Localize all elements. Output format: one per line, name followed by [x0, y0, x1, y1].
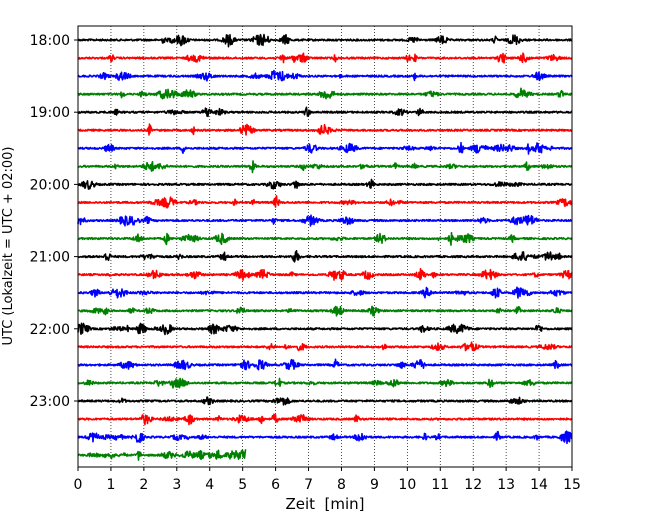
x-tick-label-15: 15: [563, 477, 581, 493]
plot-frame: [77, 25, 573, 468]
trace-21:30: [77, 286, 573, 299]
x-axis-label: Zeit [min]: [285, 495, 364, 513]
trace-22:45: [77, 377, 573, 389]
trace-20:15: [77, 195, 573, 209]
y-tick-label-23:00: 23:00: [30, 394, 70, 410]
x-tick-label-9: 9: [370, 477, 379, 493]
trace-23:45: [77, 449, 247, 461]
trace-20:30: [77, 214, 573, 227]
x-tick-label-10: 10: [398, 477, 416, 493]
y-tick-label-21:00: 21:00: [30, 250, 70, 266]
x-tick-label-2: 2: [139, 477, 148, 493]
x-tick-label-14: 14: [530, 477, 548, 493]
trace-19:45: [77, 160, 573, 174]
y-axis-ticks: 18:00 19:00 20:00 21:00 22:00 23:00: [30, 33, 78, 410]
x-tick-label-8: 8: [337, 477, 346, 493]
x-tick-label-1: 1: [106, 477, 115, 493]
trace-18:45: [77, 87, 573, 100]
trace-20:00: [77, 178, 573, 190]
plot-area-background: [78, 26, 572, 467]
x-tick-label-4: 4: [205, 477, 214, 493]
x-tick-label-12: 12: [464, 477, 482, 493]
trace-18:30: [77, 69, 573, 82]
y-tick-label-19:00: 19:00: [30, 105, 70, 121]
x-tick-label-13: 13: [497, 477, 515, 493]
x-axis-ticks: 0 1 2 3 4 5 6 7 8 9 10 11 12 13 14 15: [74, 467, 581, 493]
x-tick-label-11: 11: [431, 477, 449, 493]
x-tick-label-5: 5: [238, 477, 247, 493]
trace-18:15: [77, 52, 573, 64]
x-tick-label-6: 6: [271, 477, 280, 493]
trace-22:15: [77, 341, 573, 352]
x-tick-label-7: 7: [304, 477, 313, 493]
trace-19:30: [77, 141, 573, 155]
trace-22:30: [77, 358, 573, 371]
y-tick-label-20:00: 20:00: [30, 177, 70, 193]
seismic-traces: [77, 33, 573, 461]
y-axis-label: UTC (Lokalzeit = UTC + 02:00): [1, 147, 16, 346]
trace-22:00: [77, 322, 573, 336]
trace-21:15: [77, 268, 573, 281]
trace-23:30: [77, 430, 573, 445]
trace-21:00: [77, 250, 573, 263]
trace-19:00: [77, 106, 573, 118]
trace-20:45: [77, 231, 573, 246]
y-tick-label-22:00: 22:00: [30, 322, 70, 338]
trace-18:00: [77, 33, 573, 48]
x-tick-label-3: 3: [172, 477, 181, 493]
trace-23:00: [77, 396, 573, 406]
trace-19:15: [77, 123, 573, 136]
x-tick-label-0: 0: [74, 477, 83, 493]
trace-23:15: [77, 413, 573, 426]
y-tick-label-18:00: 18:00: [30, 33, 70, 49]
trace-21:45: [77, 305, 573, 317]
